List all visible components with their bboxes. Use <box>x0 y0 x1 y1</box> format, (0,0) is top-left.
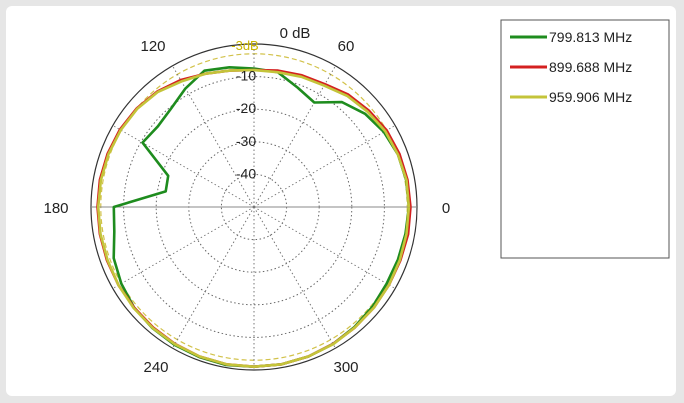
radial-tick-label: -40 <box>236 165 256 181</box>
chart-frame: 0 60 120 180 240 300 0 dB -3dB -10 -20 -30 -40 799.… <box>6 6 676 396</box>
legend-label-1: 899.688 MHz <box>549 59 632 75</box>
grid-spoke <box>113 126 254 208</box>
grid-spoke <box>254 126 395 208</box>
angle-tick-label: 180 <box>43 200 68 217</box>
grid-spoke <box>113 207 254 289</box>
legend-label-0: 799.813 MHz <box>549 29 632 45</box>
radial-tick-label: -20 <box>236 100 256 116</box>
radial-tick-label: -30 <box>236 133 256 149</box>
polar-chart: 0 60 120 180 240 300 0 dB -3dB -10 -20 -30 -40 799.… <box>6 6 676 396</box>
grid-spoke <box>173 207 255 348</box>
angle-tick-label: 60 <box>338 38 355 55</box>
angle-tick-label: 240 <box>143 359 168 376</box>
reference-label: -3dB <box>231 38 258 53</box>
grid-spoke <box>254 207 336 348</box>
radial-tick-label: -10 <box>236 68 256 84</box>
axis-labels: 0 60 120 180 240 300 0 dB -3dB -10 -20 -30 -40 <box>43 25 450 376</box>
radial-unit-label: 0 dB <box>280 25 311 42</box>
polar-grid <box>91 44 417 370</box>
grid-spoke <box>254 66 336 207</box>
angle-tick-label: 300 <box>333 359 358 376</box>
angle-tick-label: 0 <box>442 200 450 217</box>
grid-spoke <box>254 207 395 289</box>
angle-tick-label: 120 <box>140 38 165 55</box>
legend-box <box>501 20 669 258</box>
series-line-0 <box>114 67 409 366</box>
legend-label-2: 959.906 MHz <box>549 89 632 105</box>
legend: 799.813 MHz 899.688 MHz 959.906 MHz <box>501 20 669 258</box>
